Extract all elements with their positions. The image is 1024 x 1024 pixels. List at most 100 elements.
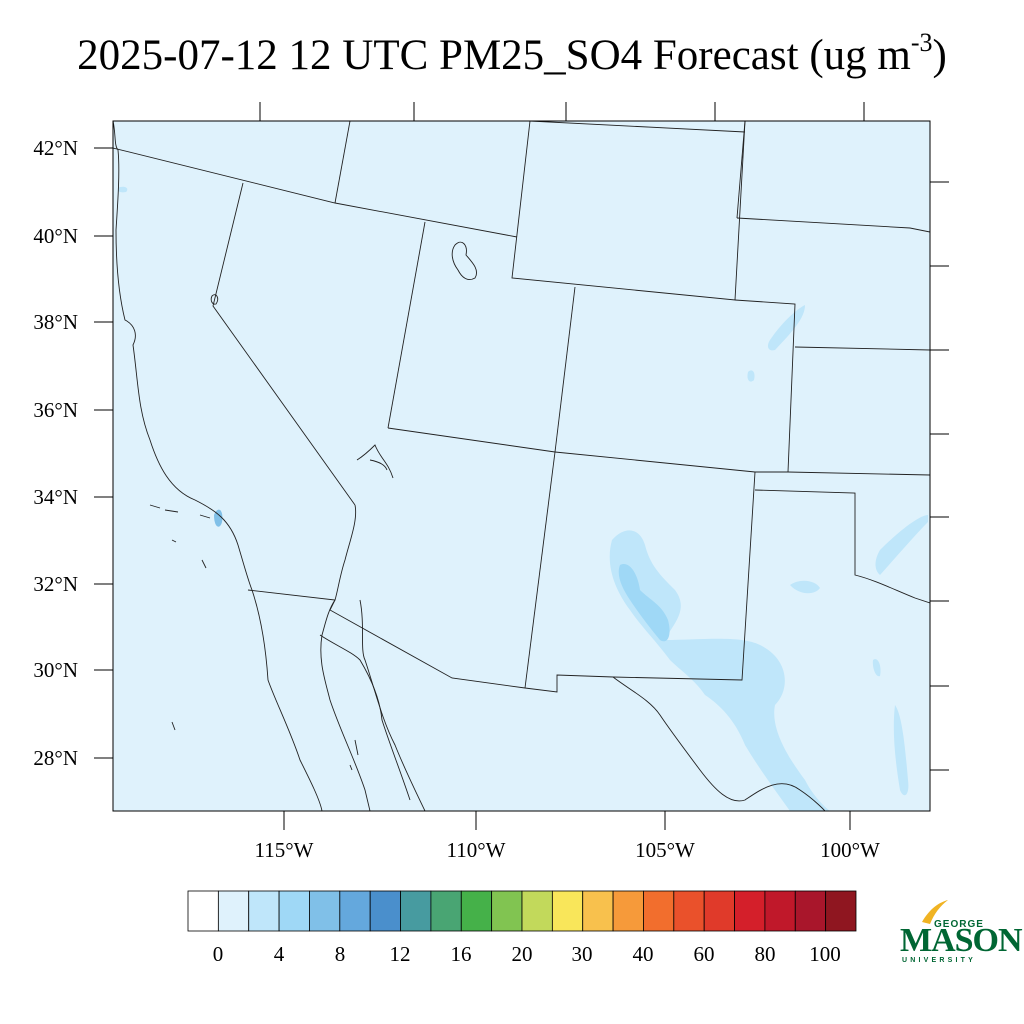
colorbar-swatch — [278, 890, 310, 932]
colorbar — [187, 890, 857, 932]
lat-label-36: 36°N — [33, 398, 78, 422]
concentration-field — [117, 186, 928, 811]
lat-label-42: 42°N — [33, 136, 78, 160]
lake-tahoe — [210, 294, 219, 305]
lon-label-105: 105°W — [635, 838, 695, 862]
ks-ok-border — [794, 346, 930, 351]
id-wy-border — [334, 121, 351, 204]
montana-wy-border — [529, 121, 746, 133]
gmu-logo: GEORGE MASON UNIVERSITY — [900, 900, 1023, 970]
lon-ticks-bottom — [283, 811, 851, 830]
sonora-coast — [319, 634, 411, 801]
colorbar-label: 0 — [213, 942, 224, 966]
ticks — [94, 102, 949, 830]
lon-ticks-top — [259, 102, 865, 121]
logo-university: UNIVERSITY — [902, 957, 977, 964]
colorbar-labels: 0 4 8 12 16 20 30 40 60 80 100 — [213, 942, 841, 966]
colorbar-swatch — [551, 890, 584, 932]
colorbar-swatch — [217, 890, 250, 932]
colorbar-label: 40 — [633, 942, 654, 966]
colorbar-swatch — [309, 890, 341, 932]
colorbar-swatch — [825, 890, 857, 932]
lake-mead — [356, 444, 394, 479]
title-close: ) — [932, 32, 947, 79]
title-text: 2025-07-12 12 UTC PM25_SO4 Forecast (ug … — [77, 32, 911, 79]
colorbar-swatch — [460, 890, 493, 932]
ca-nv-border — [212, 182, 356, 506]
colorbar-label: 20 — [512, 942, 533, 966]
gulf-islands — [349, 739, 359, 771]
field-blob-oklahoma — [875, 515, 928, 575]
colorbar-swatch — [521, 890, 553, 932]
lat-label-38: 38°N — [33, 310, 78, 334]
colorbar-swatch — [764, 890, 796, 932]
colorbar-swatch — [794, 890, 827, 932]
field-blob-small-1 — [747, 370, 755, 382]
az-ca-border — [334, 504, 357, 601]
baja-island — [171, 721, 176, 731]
colorbar-swatch — [369, 890, 401, 932]
map-plot-area — [112, 120, 931, 812]
lat-ticks-right — [930, 181, 949, 771]
field-blob-la — [214, 509, 223, 527]
colorbar-swatch — [339, 890, 371, 932]
az-nm-border — [524, 451, 556, 689]
ks-ne-border — [736, 217, 930, 233]
colorbar-swatch — [491, 890, 523, 932]
us-mexico-border — [247, 589, 826, 811]
pacific-coastline — [113, 121, 323, 811]
co-ks-border — [734, 299, 796, 473]
lon-label-110: 110°W — [447, 838, 506, 862]
field-blob-rio-grande-core — [618, 564, 670, 642]
great-salt-lake — [451, 241, 477, 281]
colorbar-swatch — [703, 890, 735, 932]
nv-ut-border — [387, 221, 426, 429]
ut-az-border — [387, 427, 556, 453]
field-blob-texas — [697, 645, 731, 687]
colorbar-swatch — [734, 890, 766, 932]
lat-label-30: 30°N — [33, 658, 78, 682]
lat-label-28: 28°N — [33, 746, 78, 770]
colorbar-label: 30 — [572, 942, 593, 966]
colorbar-swatch — [400, 890, 432, 932]
colorbar-label: 16 — [451, 942, 472, 966]
wyoming-borders — [511, 121, 746, 301]
ok-tx-border — [754, 489, 930, 604]
colorbar-label: 80 — [755, 942, 776, 966]
sd-ne-border — [736, 121, 746, 219]
title-exponent: -3 — [910, 28, 933, 57]
lon-label-100: 100°W — [820, 838, 880, 862]
colorbar-label: 4 — [274, 942, 285, 966]
colorbar-label: 60 — [694, 942, 715, 966]
lat-ticks-left — [94, 147, 113, 759]
colorbar-swatch — [430, 890, 462, 932]
field-blob-small-3 — [117, 186, 128, 193]
map-title: 2025-07-12 12 UTC PM25_SO4 Forecast (ug … — [0, 28, 1024, 84]
lat-label-40: 40°N — [33, 224, 78, 248]
colorbar-swatch — [673, 890, 705, 932]
nm-tx-border — [612, 471, 756, 681]
logo-george: GEORGE — [934, 919, 984, 930]
channel-islands — [149, 504, 211, 569]
colorbar-swatch — [187, 890, 219, 932]
colorbar-label: 12 — [390, 942, 411, 966]
ut-co-border — [554, 286, 576, 453]
field-blob-texas-east — [893, 705, 909, 796]
field-blob-chihuahua — [790, 580, 820, 594]
colorbar-swatch — [643, 890, 675, 932]
lat-label-34: 34°N — [33, 485, 78, 509]
colorbar-swatch — [612, 890, 644, 932]
colorbar-label: 100 — [809, 942, 841, 966]
colorbar-swatch — [248, 890, 280, 932]
colorbar-label: 8 — [335, 942, 346, 966]
lon-label-115: 115°W — [255, 838, 314, 862]
colorbar-swatch — [582, 890, 614, 932]
field-blob-small-2 — [872, 659, 881, 677]
map-background — [113, 121, 930, 811]
logo-swoosh-icon — [922, 900, 948, 924]
longitude-labels: 115°W 110°W 105°W 100°W — [255, 838, 881, 862]
latitude-labels: 42°N 40°N 38°N 36°N 34°N 32°N 30°N 28°N — [33, 136, 78, 770]
logo-mason: MASON — [900, 922, 1023, 959]
ok-north-border — [787, 471, 930, 476]
